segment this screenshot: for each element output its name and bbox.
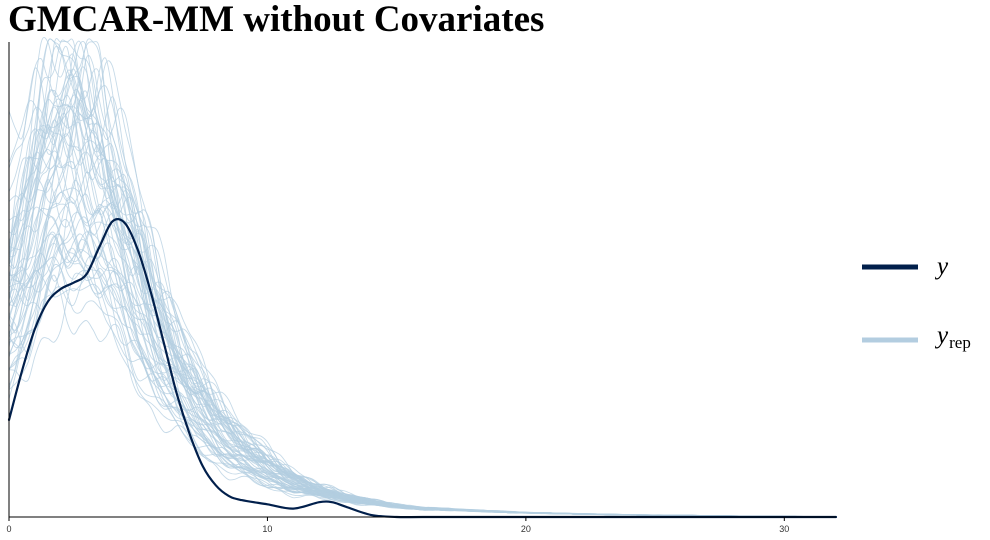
- x-tick-label: 10: [262, 524, 272, 534]
- yrep-draw-line: [8, 67, 836, 518]
- yrep-draw-line: [8, 221, 837, 518]
- yrep-draw-line: [8, 193, 836, 518]
- yrep-draw-line: [8, 122, 837, 518]
- x-tick-label: 20: [521, 524, 531, 534]
- x-tick-label: 30: [779, 524, 789, 534]
- yrep-draw-line: [8, 112, 836, 517]
- x-ticks: 0 10 20 30: [6, 517, 789, 534]
- legend: y yrep: [862, 253, 971, 352]
- yrep-draw-line: [8, 221, 837, 518]
- chart-title: GMCAR-MM without Covariates: [8, 0, 545, 40]
- yrep-draw-line: [8, 256, 837, 518]
- legend-label-yrep: yrep: [934, 322, 971, 352]
- yrep-draw-line: [8, 201, 836, 517]
- yrep-draws-group: [8, 37, 837, 518]
- legend-label-y: y: [934, 253, 949, 280]
- yrep-draw-line: [8, 66, 836, 518]
- x-tick-label: 0: [6, 524, 11, 534]
- yrep-draw-line: [8, 196, 837, 518]
- yrep-draw-line: [8, 150, 836, 518]
- yrep-draw-line: [8, 68, 836, 518]
